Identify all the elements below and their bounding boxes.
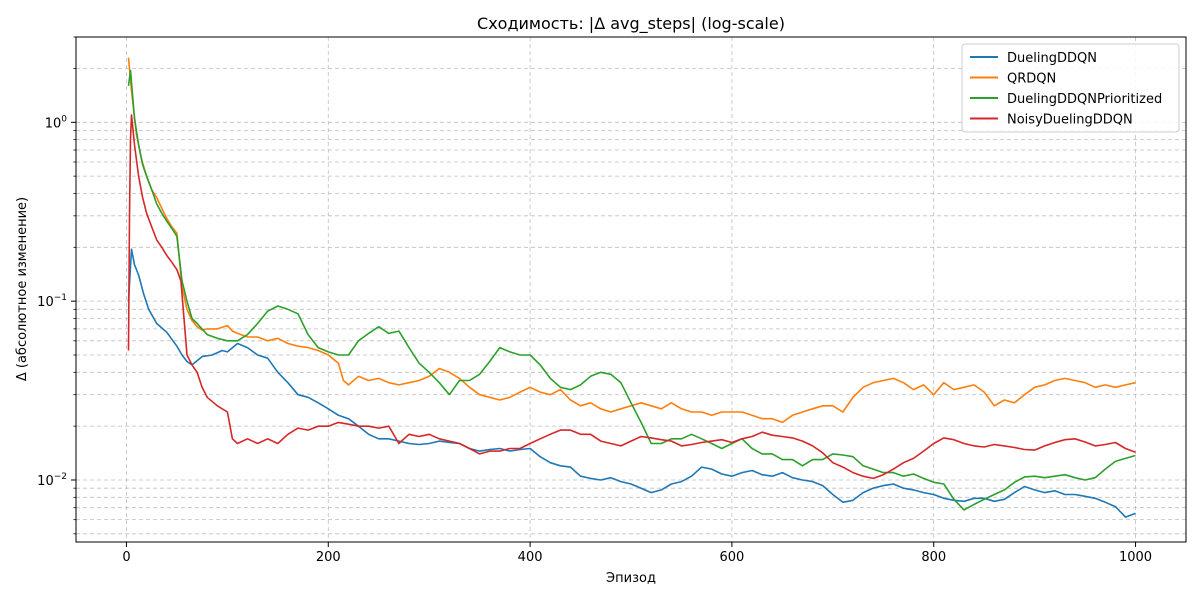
x-tick-label: 0 (122, 550, 130, 565)
x-tick-label: 600 (719, 550, 744, 565)
legend-label: NoisyDuelingDDQN (1007, 113, 1133, 128)
series-line-0 (127, 248, 1136, 518)
y-tick-label: 10−1 (37, 293, 67, 310)
legend: DuelingDDQN QRDQN DuelingDDQNPrioritized No… (961, 43, 1180, 133)
x-axis-ticks: 0 200 400 600 800 1000 (122, 542, 1152, 565)
legend-label: QRDQN (1007, 72, 1056, 87)
x-tick-label: 200 (316, 550, 341, 565)
series-line-2 (127, 69, 1136, 511)
grid-lines (76, 36, 1186, 542)
legend-label: DuelingDDQN (1007, 51, 1097, 66)
x-tick-label: 400 (518, 550, 543, 565)
series-line-3 (127, 114, 1136, 480)
series-line-1 (127, 57, 1136, 424)
y-tick-label: 100 (45, 114, 68, 131)
y-axis-label: Δ (абсолютное изменение) (15, 197, 30, 381)
legend-label: DuelingDDQNPrioritized (1007, 92, 1162, 107)
chart-title: Сходимость: |Δ avg_steps| (log-scale) (477, 14, 785, 34)
x-tick-label: 1000 (1119, 550, 1152, 565)
series-lines (127, 57, 1136, 518)
plot-frame (75, 36, 1187, 543)
x-axis-label: Эпизод (606, 571, 656, 586)
y-tick-label: 10−2 (37, 472, 67, 489)
y-axis-ticks: 10−2 10−1 100 (37, 36, 76, 535)
legend-box (961, 43, 1180, 133)
x-tick-label: 800 (921, 550, 946, 565)
